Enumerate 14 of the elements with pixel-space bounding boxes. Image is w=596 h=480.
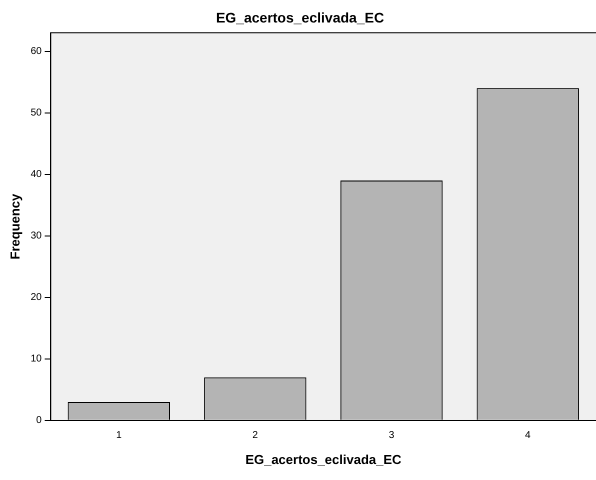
y-tick-label: 10 — [30, 354, 42, 365]
y-tick-label: 50 — [30, 108, 42, 119]
y-tick-label: 60 — [30, 46, 42, 58]
y-tick-label: 30 — [30, 230, 42, 242]
x-tick-label: 4 — [525, 430, 532, 442]
y-tick-label: 20 — [30, 292, 42, 304]
x-tick-label: 3 — [388, 430, 395, 442]
y-axis-title: Frequency — [7, 192, 22, 260]
chart-title: EG_acertos_eclivada_EC — [216, 9, 384, 26]
x-tick-label: 1 — [116, 430, 122, 442]
x-axis-title: EG_acertos_eclivada_EC — [245, 452, 402, 467]
y-tick-label: 40 — [30, 169, 42, 180]
x-tick-label: 2 — [252, 430, 258, 442]
y-tick-label: 0 — [36, 415, 42, 426]
